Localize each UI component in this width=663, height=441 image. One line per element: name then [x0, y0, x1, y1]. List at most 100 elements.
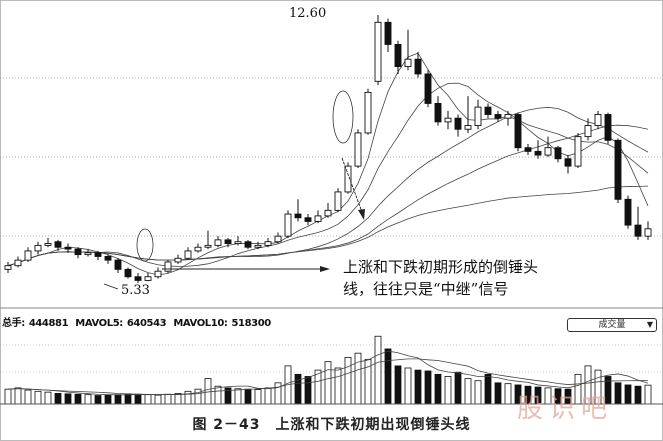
candle-body	[494, 114, 502, 119]
watermark: 股识吧	[517, 394, 614, 424]
candle-body	[74, 248, 82, 256]
candle-body	[284, 213, 292, 237]
candle-body	[194, 246, 202, 252]
candle-body	[434, 102, 442, 123]
candle-body	[204, 244, 212, 248]
volume-bar	[84, 394, 92, 405]
candle-body	[144, 276, 152, 281]
ma30-line	[7, 124, 649, 267]
candle-body	[234, 241, 242, 244]
candle-body	[534, 150, 542, 156]
candle-body	[54, 241, 62, 248]
candle-body	[44, 243, 52, 246]
mavol10-label: MAVOL10:	[173, 318, 228, 329]
volume-bars	[4, 335, 652, 405]
mavol5-line	[7, 350, 649, 396]
volume-bar	[94, 395, 102, 405]
candle-body	[294, 213, 302, 219]
candle-body	[34, 244, 42, 252]
candle-body	[334, 191, 342, 211]
volume-bar	[234, 388, 242, 405]
total-label: 总手:	[2, 318, 25, 329]
figure-caption: 图 2－43 上涨和下跌初期出现倒锤头线	[192, 417, 471, 433]
candle-body	[164, 261, 172, 272]
chevron-down-icon: ▼	[646, 320, 653, 329]
candle-body	[344, 165, 352, 193]
volume-bar	[324, 361, 332, 405]
volume-bar	[434, 373, 442, 405]
volume-bar	[104, 394, 112, 405]
candle-body	[554, 147, 562, 160]
volume-bar	[384, 348, 392, 405]
candle-body	[264, 241, 272, 246]
indicator-select[interactable]: 成交量 ▼	[567, 318, 657, 332]
volume-bar	[114, 394, 122, 405]
volume-bar	[484, 373, 492, 405]
volume-bar	[24, 389, 32, 405]
candle-body	[634, 224, 642, 237]
low-pointer	[103, 283, 119, 290]
candle-body	[324, 209, 332, 217]
candle-body	[404, 58, 412, 68]
candle-body	[464, 125, 472, 130]
volume-bar	[614, 382, 622, 405]
candle-body	[384, 21, 392, 45]
candle-body	[4, 265, 12, 270]
candle-body	[454, 117, 462, 130]
highlight-ellipse-rise	[136, 228, 154, 262]
candle-body	[644, 228, 652, 237]
candle-body	[594, 114, 602, 127]
volume-bar	[414, 369, 422, 405]
candle-body	[524, 147, 532, 152]
candle-body	[624, 198, 632, 226]
candle-body	[254, 244, 262, 248]
volume-bar	[64, 393, 72, 405]
candle-body	[114, 259, 122, 270]
indicator-select-value: 成交量	[598, 320, 626, 330]
arrowhead-icon	[358, 209, 365, 220]
volume-bar	[54, 393, 62, 405]
candle-body	[244, 241, 252, 248]
candle-body	[504, 114, 512, 119]
volume-bar	[274, 382, 282, 405]
volume-bar	[74, 393, 82, 405]
candle-body	[564, 158, 572, 167]
volume-bar	[154, 394, 162, 405]
volume-bar	[14, 387, 22, 405]
volume-bar	[634, 385, 642, 405]
volume-bar	[494, 382, 502, 405]
candle-body	[444, 117, 452, 123]
volume-bar	[44, 391, 52, 405]
ma60-line	[7, 185, 649, 267]
ma20-line	[7, 106, 649, 267]
volume-bar	[374, 335, 382, 405]
volume-gridlines	[0, 344, 663, 373]
volume-bar	[444, 376, 452, 405]
candle-body	[474, 106, 482, 127]
moving-average-lines	[7, 52, 649, 276]
candle-body	[354, 132, 362, 167]
volume-bar	[254, 389, 262, 405]
ma10-line	[7, 82, 649, 267]
volume-bar	[164, 393, 172, 405]
candle-body	[614, 139, 622, 200]
mavol5-value: 640543	[126, 318, 167, 329]
candle-body	[184, 250, 192, 259]
candle-body	[214, 239, 222, 246]
volume-bar	[34, 390, 42, 405]
candle-body	[134, 276, 142, 281]
volume-bar	[304, 376, 312, 405]
volume-bar	[264, 387, 272, 405]
candle-body	[154, 270, 162, 278]
candle-body	[414, 58, 422, 75]
candle-body	[124, 268, 132, 278]
candle-body	[514, 114, 522, 149]
volume-bar	[214, 385, 222, 405]
candle-body	[374, 21, 382, 82]
candle-body	[14, 259, 22, 267]
volume-ma-lines	[7, 350, 649, 396]
volume-bar	[454, 371, 462, 405]
mavol5-label: MAVOL5:	[75, 318, 123, 329]
candle-body	[24, 250, 32, 261]
mavol10-line	[7, 358, 649, 396]
